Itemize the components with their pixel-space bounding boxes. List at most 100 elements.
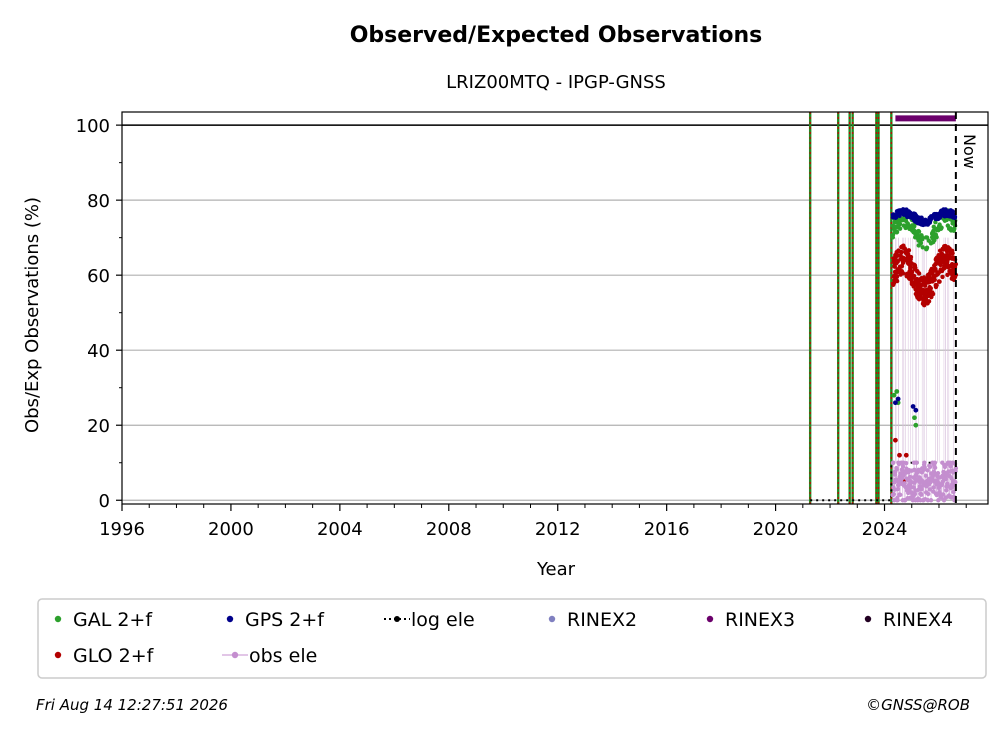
obs-ele-point [914, 460, 919, 465]
gal-2-f-point [928, 241, 934, 246]
gps-2-f-point [952, 214, 958, 220]
chart-subtitle: LRIZ00MTQ - IPGP-GNSS [446, 72, 666, 93]
gps-2-f-point [926, 220, 932, 225]
glo-2-f-point [932, 263, 937, 268]
obs-ele-point [895, 498, 900, 503]
x-tick-label-1996: 1996 [99, 519, 145, 540]
gal-2-f-point [933, 220, 938, 225]
glo-2-f-point [928, 268, 934, 274]
obs-ele-point [953, 465, 959, 471]
gal-2-f-point [920, 245, 925, 250]
gal-2-f-outlier [912, 415, 917, 421]
legend-marker [864, 615, 872, 623]
glo-2-f-point [898, 256, 903, 262]
glo-2-f-point [904, 271, 909, 277]
legend-item-gps-2-f: GPS 2+f [226, 609, 325, 631]
glo-2-f-point [937, 279, 942, 284]
obs-ele-point [942, 464, 948, 470]
legend-label: GPS 2+f [245, 609, 325, 631]
obs-ele-point [925, 498, 931, 503]
obs-ele-point [891, 492, 897, 497]
glo-2-f-point [893, 270, 898, 276]
legend-label: RINEX3 [725, 609, 795, 631]
legend-marker [226, 615, 234, 623]
obs-ele-point [932, 465, 938, 470]
glo-2-f-point [913, 291, 919, 297]
x-tick-label-2000: 2000 [208, 519, 254, 540]
obs-ele-point [948, 464, 953, 469]
obs-ele-point [895, 482, 901, 488]
gps-2-f-point [911, 218, 917, 223]
obs-ele-point [927, 464, 933, 470]
gal-2-f-point [950, 227, 956, 232]
glo-2-f-point [933, 257, 938, 262]
obs-ele-point [895, 486, 901, 492]
legend-marker [548, 615, 556, 623]
glo-2-f-point [940, 274, 945, 280]
obs-ele-point [932, 460, 938, 465]
glo-2-f-point [932, 274, 937, 279]
legend-label: log ele [411, 609, 475, 631]
legend-marker [54, 651, 62, 659]
gps-2-f-outlier [895, 396, 901, 402]
glo-2-f-point [900, 245, 906, 250]
y-tick-label-40: 40 [87, 341, 110, 362]
gal-2-f-point [945, 223, 951, 228]
glo-2-f-point [913, 287, 918, 292]
glo-2-f-point [929, 276, 934, 282]
obs-ele-point [912, 491, 918, 497]
obs-ele-point [897, 492, 903, 498]
glo-2-f-point [945, 245, 951, 250]
gps-2-f-point [897, 213, 902, 219]
glo-2-f-point [952, 263, 957, 269]
glo-2-f-point [950, 255, 955, 260]
glo-2-f-point [916, 279, 921, 285]
glo-2-f-point [923, 290, 929, 296]
glo-2-f-point [925, 301, 930, 306]
glo-2-f-point [919, 296, 924, 301]
obs-ele-point [923, 473, 929, 478]
gps-2-f-point [936, 216, 941, 222]
gal-2-f-point [931, 224, 936, 230]
gps-2-f-point [912, 211, 918, 217]
obs-ele-point [922, 460, 927, 465]
y-tick-label-100: 100 [76, 116, 110, 137]
legend-label: GLO 2+f [73, 645, 155, 667]
legend-item-gal-2-f: GAL 2+f [54, 609, 153, 631]
gal-2-f-point [894, 229, 900, 235]
glo-2-f-point [898, 264, 904, 269]
gal-2-f-point [901, 223, 906, 228]
grid-lines [122, 124, 988, 501]
glo-2-f-point [949, 270, 954, 275]
legend-item-rinex4: RINEX4 [864, 609, 953, 631]
glo-2-f-point [927, 284, 932, 290]
glo-2-f-point [930, 291, 936, 297]
glo-2-f-point [892, 256, 898, 261]
legend-item-log-ele: log ele [384, 609, 475, 631]
plot-area: Now [122, 112, 988, 504]
glo-2-f-point [907, 275, 913, 280]
obs-ele-point [907, 474, 913, 480]
glo-2-f-point [903, 249, 908, 255]
gps-2-f-outlier [893, 400, 898, 406]
obs-ele-point [943, 476, 948, 482]
gal-2-f-point [915, 230, 920, 236]
glo-2-f-point [892, 264, 897, 269]
gps-2-f-point [934, 212, 940, 218]
glo-2-f-point [922, 280, 927, 286]
legend-label: GAL 2+f [73, 609, 153, 631]
gal-2-f-point [918, 240, 923, 245]
gps-2-f-point [940, 208, 945, 213]
y-tick-label-60: 60 [87, 266, 110, 287]
obs-ele-point [919, 486, 924, 492]
footer-timestamp: Fri Aug 14 12:27:51 2026 [36, 696, 228, 714]
glo-2-f-point [906, 248, 912, 253]
gal-2-f-point [944, 217, 949, 223]
legend-label: RINEX2 [567, 609, 637, 631]
obs-ele-point [936, 498, 941, 503]
obs-ele-point [928, 498, 934, 503]
gps-2-f-point [943, 208, 949, 213]
glo-2-f-point [914, 268, 920, 274]
obs-ele-point [919, 492, 924, 497]
